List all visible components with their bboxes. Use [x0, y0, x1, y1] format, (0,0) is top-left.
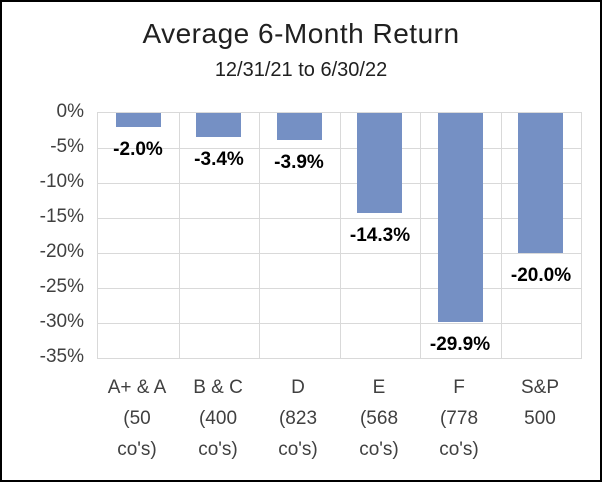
- data-label-1: -2.0%: [113, 139, 163, 160]
- vertical-gridline: [259, 113, 260, 358]
- vertical-gridline: [420, 113, 421, 358]
- vertical-gridline: [501, 113, 502, 358]
- y-axis-tick-label: -5%: [50, 136, 84, 157]
- data-label-3: -3.9%: [274, 152, 324, 173]
- horizontal-gridline: [98, 218, 581, 219]
- y-axis-tick-label: 0%: [56, 101, 84, 122]
- plot-area: -2.0% -3.4% -3.9% -14.3% -29.9% -20.0%: [97, 112, 582, 359]
- bar-1: [116, 113, 161, 127]
- data-label-4: -14.3%: [349, 225, 411, 246]
- y-axis-tick-label: -15%: [39, 206, 84, 227]
- x-axis-category-label: S&P 500: [520, 377, 560, 429]
- horizontal-gridline: [98, 183, 581, 184]
- x-axis-category-label: B & C (400 co's): [193, 377, 243, 460]
- x-axis-category-label: E (568 co's): [359, 377, 399, 460]
- data-label-5: -29.9%: [429, 334, 491, 355]
- x-axis-category-label: A+ & A (50 co's): [107, 377, 167, 460]
- data-label-6: -20.0%: [510, 265, 572, 286]
- x-axis-category-label: D (823 co's): [278, 377, 318, 460]
- y-axis-tick-label: -20%: [39, 241, 84, 262]
- y-axis-tick-label: -30%: [39, 311, 84, 332]
- y-axis-tick-label: -35%: [39, 346, 84, 367]
- bar-2: [196, 113, 241, 137]
- horizontal-gridline: [98, 288, 581, 289]
- bar-6: [518, 113, 563, 253]
- y-axis-tick-label: -10%: [39, 171, 84, 192]
- chart-title: Average 6-Month Return: [142, 18, 460, 49]
- chart-subtitle: 12/31/21 to 6/30/22: [214, 59, 388, 81]
- horizontal-gridline: [98, 323, 581, 324]
- horizontal-gridline: [98, 253, 581, 254]
- horizontal-gridline: [98, 148, 581, 149]
- vertical-gridline: [340, 113, 341, 358]
- data-label-2: -3.4%: [194, 149, 244, 170]
- bar-3: [277, 113, 322, 140]
- vertical-gridline: [179, 113, 180, 358]
- x-axis-category-label: F (778 co's): [439, 377, 479, 460]
- bar-4: [357, 113, 402, 213]
- bar-5: [438, 113, 483, 322]
- y-axis-tick-label: -25%: [39, 276, 84, 297]
